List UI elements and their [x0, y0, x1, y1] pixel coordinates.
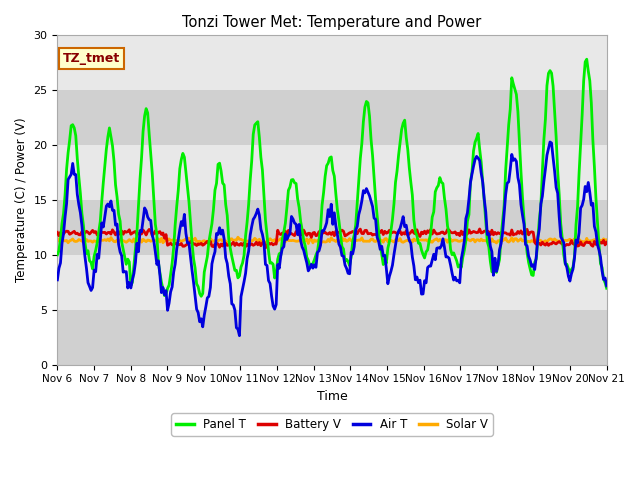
Solar V	[295, 238, 303, 243]
Line: Battery V: Battery V	[58, 229, 607, 248]
Solar V	[246, 237, 254, 243]
Solar V	[217, 237, 225, 242]
Air T	[54, 277, 61, 283]
Air T	[546, 139, 554, 145]
Line: Panel T: Panel T	[58, 59, 607, 296]
Title: Tonzi Tower Met: Temperature and Power: Tonzi Tower Met: Temperature and Power	[182, 15, 482, 30]
Battery V	[476, 226, 483, 232]
Solar V	[305, 240, 312, 246]
Panel T	[121, 253, 129, 259]
Bar	[58, 200, 607, 255]
Bar	[58, 36, 607, 90]
Air T	[237, 294, 245, 300]
Panel T	[603, 285, 611, 291]
Bar	[58, 255, 607, 310]
Solar V	[237, 237, 245, 242]
Line: Air T: Air T	[58, 142, 607, 336]
Bar	[58, 90, 607, 145]
Battery V	[217, 241, 225, 247]
Air T	[246, 232, 254, 238]
X-axis label: Time: Time	[317, 390, 348, 403]
Air T	[295, 222, 303, 228]
Bar	[58, 145, 607, 200]
Panel T	[219, 180, 227, 186]
Solar V	[603, 237, 611, 243]
Battery V	[262, 245, 269, 251]
Panel T	[583, 56, 591, 62]
Panel T	[295, 204, 303, 210]
Panel T	[237, 264, 245, 270]
Solar V	[54, 238, 61, 243]
Battery V	[295, 232, 303, 238]
Text: TZ_tmet: TZ_tmet	[63, 52, 120, 65]
Y-axis label: Temperature (C) / Power (V): Temperature (C) / Power (V)	[15, 118, 28, 282]
Solar V	[575, 237, 583, 242]
Air T	[121, 269, 129, 275]
Solar V	[121, 239, 129, 244]
Battery V	[236, 242, 243, 248]
Bar	[58, 310, 607, 365]
Battery V	[244, 243, 252, 249]
Panel T	[573, 204, 581, 210]
Battery V	[121, 228, 129, 234]
Line: Solar V: Solar V	[58, 237, 607, 243]
Panel T	[246, 178, 254, 183]
Air T	[236, 333, 243, 338]
Air T	[575, 230, 583, 236]
Legend: Panel T, Battery V, Air T, Solar V: Panel T, Battery V, Air T, Solar V	[172, 413, 493, 436]
Air T	[603, 283, 611, 288]
Panel T	[197, 293, 205, 299]
Solar V	[234, 234, 242, 240]
Panel T	[54, 252, 61, 258]
Battery V	[603, 240, 611, 245]
Battery V	[54, 229, 61, 235]
Air T	[217, 231, 225, 237]
Battery V	[575, 242, 583, 248]
